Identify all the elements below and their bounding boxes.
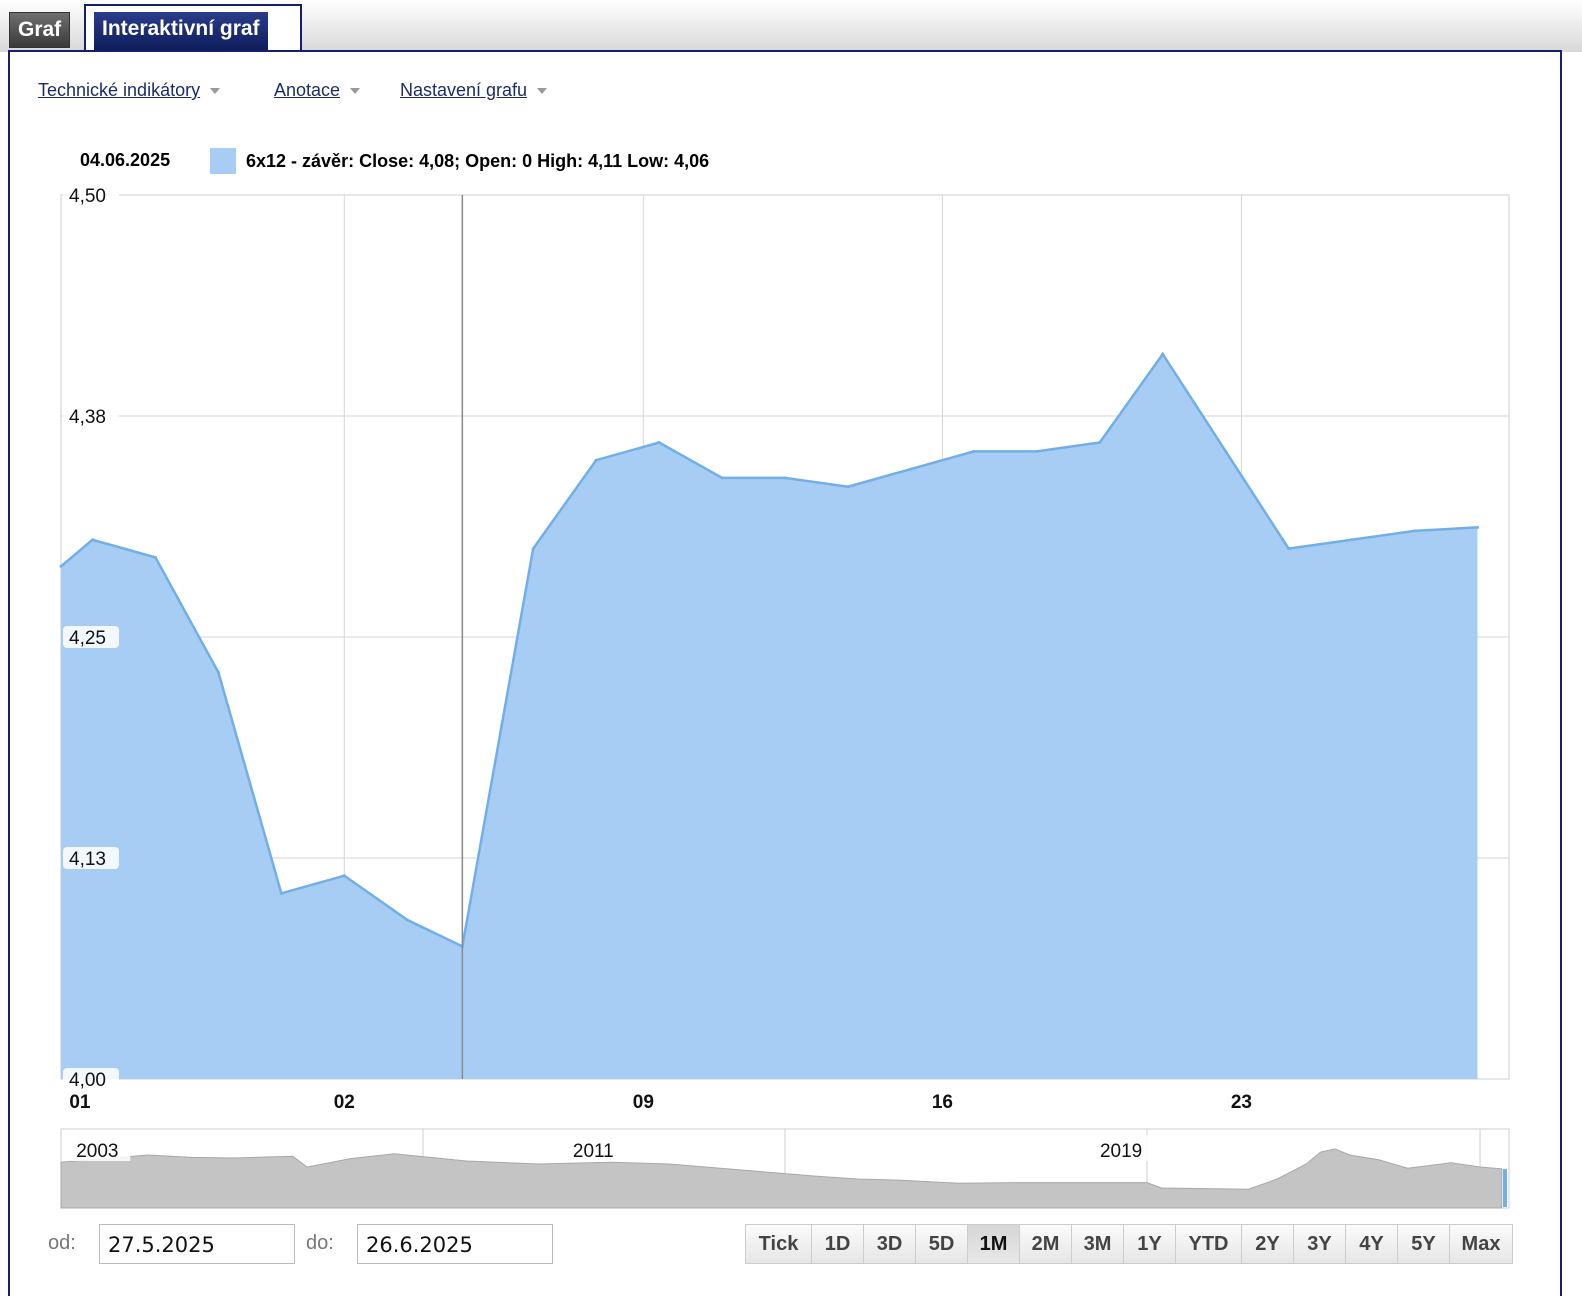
data-point <box>783 476 787 480</box>
x-tick-label: 01 <box>69 1092 91 1113</box>
data-point <box>1161 352 1165 356</box>
zoom-button-1y[interactable]: 1Y <box>1124 1225 1176 1263</box>
navigator-year-label: 2003 <box>76 1141 118 1162</box>
zoom-button-5y[interactable]: 5Y <box>1398 1225 1450 1263</box>
data-point <box>1350 538 1354 542</box>
x-tick-label: 09 <box>633 1092 654 1113</box>
data-point <box>1476 525 1480 529</box>
technical-indicators-label: Technické indikátory <box>38 80 201 100</box>
data-point <box>1413 529 1417 533</box>
from-label: od: <box>48 1232 76 1254</box>
zoom-button-4y[interactable]: 4Y <box>1346 1225 1398 1263</box>
zoom-button-2y[interactable]: 2Y <box>1242 1225 1294 1263</box>
legend-date: 04.06.2025 <box>80 150 171 170</box>
data-point <box>279 891 283 895</box>
data-point <box>500 723 504 727</box>
y-tick-label: 4,00 <box>69 1070 106 1091</box>
tab-interaktivni-graf[interactable]: Interaktivní graf <box>94 12 268 50</box>
chart-settings-label: Nastavení grafu <box>400 80 528 100</box>
x-tick-label: 16 <box>932 1092 953 1113</box>
x-tick-label: 23 <box>1231 1092 1252 1113</box>
data-point <box>1098 441 1102 445</box>
zoom-button-group: Tick 1D 3D 5D 1M 2M 3M 1Y YTD 2Y 3Y 4Y 5Y Max <box>745 1224 1513 1264</box>
chevron-down-icon <box>537 88 548 95</box>
tab-graf[interactable]: Graf <box>9 12 71 48</box>
data-point <box>972 449 976 453</box>
zoom-button-ytd[interactable]: YTD <box>1176 1225 1242 1263</box>
from-date-input[interactable]: 27.5.2025 <box>99 1224 295 1264</box>
navigator-year-label: 2019 <box>1100 1141 1142 1162</box>
to-label: do: <box>306 1232 334 1254</box>
data-point <box>1287 547 1291 551</box>
navigator-area <box>60 1148 1503 1209</box>
y-tick-label: 4,25 <box>69 628 106 649</box>
technical-indicators-menu[interactable]: Technické indikátory <box>38 80 221 101</box>
annotations-menu[interactable]: Anotace <box>274 80 361 101</box>
data-point <box>153 555 157 559</box>
zoom-button-1d[interactable]: 1D <box>812 1225 864 1263</box>
chevron-down-icon <box>350 88 361 95</box>
y-tick-label-bg <box>63 1068 119 1090</box>
navigator-year-bg <box>72 1135 131 1161</box>
data-point <box>216 670 220 674</box>
data-point <box>909 467 913 471</box>
y-tick-label: 4,13 <box>69 849 106 870</box>
zoom-button-3m[interactable]: 3M <box>1072 1225 1124 1263</box>
y-tick-label-bg <box>63 184 119 206</box>
chart-settings-menu[interactable]: Nastavení grafu <box>400 80 548 101</box>
data-point <box>531 547 535 551</box>
navigator-year-bg <box>568 1135 627 1161</box>
x-tick-label: 02 <box>334 1092 355 1113</box>
y-tick-label-bg <box>63 626 119 648</box>
to-date-input[interactable]: 26.6.2025 <box>357 1224 553 1264</box>
annotations-label: Anotace <box>274 80 341 100</box>
chevron-down-icon <box>210 88 221 95</box>
data-point <box>846 485 850 489</box>
navigator-year-bg <box>1095 1135 1154 1161</box>
data-point <box>657 441 661 445</box>
data-point <box>90 538 94 542</box>
zoom-button-3y[interactable]: 3Y <box>1294 1225 1346 1263</box>
data-point <box>1224 449 1228 453</box>
data-point <box>59 564 63 568</box>
legend-swatch <box>210 148 236 174</box>
zoom-button-max[interactable]: Max <box>1450 1225 1512 1263</box>
zoom-button-5d[interactable]: 5D <box>916 1225 968 1263</box>
zoom-button-tick[interactable]: Tick <box>746 1225 812 1263</box>
zoom-button-1m[interactable]: 1M <box>968 1225 1020 1263</box>
data-point <box>1035 449 1039 453</box>
navigator-year-label: 2011 <box>573 1141 614 1162</box>
data-point <box>594 458 598 462</box>
zoom-button-2m[interactable]: 2M <box>1020 1225 1072 1263</box>
y-tick-label: 4,50 <box>69 186 106 207</box>
data-point <box>720 476 724 480</box>
navigator-selection-handle[interactable] <box>1503 1169 1507 1207</box>
zoom-button-3d[interactable]: 3D <box>864 1225 916 1263</box>
y-tick-label-bg <box>63 847 119 869</box>
y-tick-label: 4,38 <box>69 407 106 428</box>
series-area <box>61 354 1478 1079</box>
data-point <box>405 918 409 922</box>
data-point <box>342 874 346 878</box>
legend-series-text: 6x12 - závěr: Close: 4,08; Open: 0 High:… <box>246 151 710 171</box>
y-tick-label-bg <box>63 405 119 427</box>
